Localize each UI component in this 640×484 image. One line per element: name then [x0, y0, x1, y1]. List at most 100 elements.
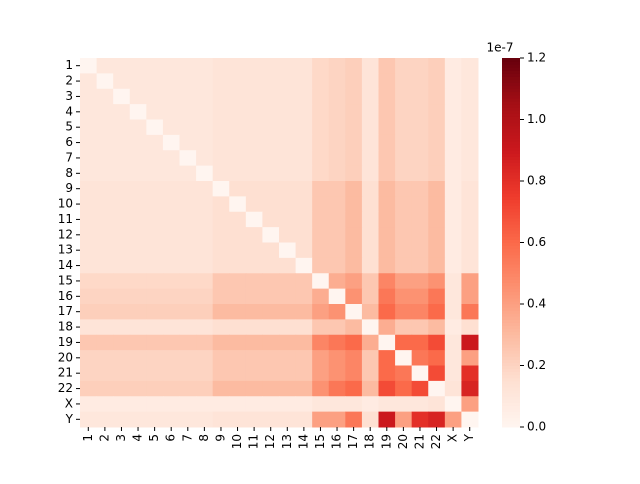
- heatmap-cell: [378, 58, 396, 74]
- heatmap-cell: [80, 365, 98, 382]
- heatmap-cell: [162, 334, 180, 351]
- colorbar-step: [502, 113, 520, 117]
- heatmap-cell: [312, 165, 330, 182]
- heatmap-cell: [461, 88, 479, 105]
- heatmap-cell: [378, 134, 396, 151]
- heatmap-cell: [245, 319, 263, 336]
- heatmap-cell: [395, 181, 413, 197]
- heatmap-cell: [345, 334, 363, 351]
- heatmap-cell: [113, 365, 131, 382]
- heatmap-cell: [96, 196, 114, 213]
- heatmap-cell: [262, 227, 280, 243]
- heatmap-cell: [411, 196, 429, 213]
- heatmap-cell: [411, 165, 429, 182]
- colorbar-step: [502, 116, 520, 120]
- heatmap-cell: [129, 334, 147, 351]
- heatmap-cell: [444, 396, 462, 413]
- heatmap-cell: [80, 319, 98, 336]
- heatmap-cell: [129, 304, 147, 320]
- heatmap-cell: [113, 196, 131, 213]
- heatmap-cell: [162, 380, 180, 397]
- heatmap-cell: [295, 365, 313, 382]
- heatmap-cell: [428, 396, 446, 413]
- x-tick-label: 12: [263, 434, 277, 449]
- heatmap-cell: [262, 73, 280, 90]
- heatmap-cell: [378, 119, 396, 136]
- colorbar-step: [502, 279, 520, 283]
- heatmap-cell: [129, 88, 147, 105]
- heatmap-cell: [196, 196, 214, 213]
- heatmap-cell: [212, 288, 230, 305]
- colorbar-step: [502, 70, 520, 74]
- colorbar-step: [502, 94, 520, 99]
- heatmap-cell: [179, 58, 197, 74]
- heatmap-cell: [444, 58, 462, 74]
- heatmap-cell: [113, 242, 131, 259]
- heatmap-cell: [295, 227, 313, 243]
- heatmap-cell: [395, 165, 413, 182]
- heatmap-cell: [411, 104, 429, 120]
- heatmap-cell: [196, 181, 214, 197]
- heatmap-cell: [361, 288, 379, 305]
- heatmap-cell: [328, 181, 346, 197]
- x-tick-label: 1: [81, 434, 95, 442]
- heatmap-cell: [212, 227, 230, 243]
- heatmap-cell: [179, 257, 197, 274]
- heatmap-cell: [361, 304, 379, 320]
- heatmap-cell: [411, 73, 429, 90]
- heatmap-cell: [312, 242, 330, 259]
- heatmap-cell: [295, 150, 313, 167]
- heatmap-cell: [361, 350, 379, 366]
- heatmap-cell: [295, 288, 313, 305]
- heatmap-cell: [295, 304, 313, 320]
- heatmap-cell: [196, 58, 214, 74]
- colorbar-step: [502, 390, 520, 394]
- colorbar-step: [502, 91, 520, 96]
- colorbar-step: [502, 288, 520, 293]
- heatmap-cell: [444, 242, 462, 259]
- heatmap-cell: [395, 58, 413, 74]
- heatmap-cell: [361, 334, 379, 351]
- colorbar-step: [502, 417, 520, 422]
- heatmap-cell: [262, 380, 280, 397]
- heatmap-cell: [179, 304, 197, 320]
- colorbar-step: [502, 168, 520, 173]
- colorbar-step: [502, 131, 520, 136]
- heatmap-cell: [461, 365, 479, 382]
- heatmap-cell: [378, 365, 396, 382]
- heatmap-cell: [428, 181, 446, 197]
- heatmap-cell: [345, 411, 363, 428]
- heatmap-cell: [96, 242, 114, 259]
- heatmap-cell: [428, 134, 446, 151]
- heatmap-cell: [428, 334, 446, 351]
- colorbar-step: [502, 202, 520, 207]
- heatmap-cell: [179, 119, 197, 136]
- heatmap-cell: [113, 380, 131, 397]
- colorbar-step: [502, 340, 520, 345]
- heatmap-cell: [162, 58, 180, 74]
- heatmap-cell: [162, 350, 180, 366]
- heatmap-cell: [162, 196, 180, 213]
- heatmap-cell: [312, 380, 330, 397]
- heatmap-cell: [179, 411, 197, 428]
- heatmap-cell: [378, 288, 396, 305]
- heatmap-cell: [262, 134, 280, 151]
- y-tick-label: 11: [58, 212, 73, 226]
- colorbar-step: [502, 423, 520, 428]
- heatmap-cell: [461, 119, 479, 136]
- heatmap-cell: [411, 350, 429, 366]
- colorbar-step: [502, 214, 520, 219]
- heatmap-cell: [345, 304, 363, 320]
- heatmap-cell: [312, 365, 330, 382]
- heatmap-cell: [196, 288, 214, 305]
- colorbar-step: [502, 276, 520, 280]
- heatmap-cell: [245, 58, 263, 74]
- heatmap-cell: [245, 365, 263, 382]
- colorbar-step: [502, 371, 520, 376]
- heatmap-cell: [212, 104, 230, 120]
- heatmap-cell: [96, 304, 114, 320]
- heatmap-cell: [146, 196, 164, 213]
- colorbar-step: [502, 322, 520, 327]
- heatmap-cell: [312, 88, 330, 105]
- heatmap-cell: [328, 334, 346, 351]
